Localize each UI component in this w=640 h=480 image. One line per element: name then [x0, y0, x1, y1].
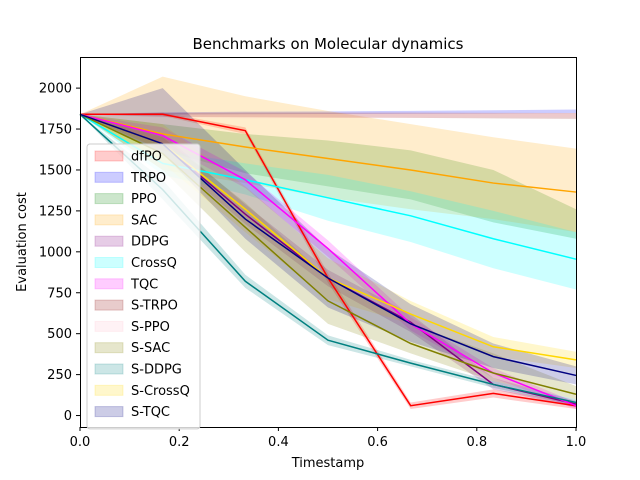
legend-label-crossq: CrossQ	[131, 256, 177, 271]
legend-swatch-s-ppo	[94, 320, 124, 332]
x-tick-label: 0.0	[70, 435, 91, 450]
y-axis-label: Evaluation cost	[15, 192, 30, 292]
legend-label-s-ppo: S-PPO	[131, 320, 170, 335]
legend-swatch-dfpo	[94, 150, 124, 162]
x-tick-label: 0.4	[268, 435, 289, 450]
band-s-trpo	[80, 112, 576, 119]
legend-label-s-crossq: S-CrossQ	[131, 384, 190, 399]
legend-swatch-s-crossq	[94, 384, 124, 396]
band-sac	[80, 76, 576, 233]
legend-label-ddpg: DDPG	[131, 235, 169, 250]
y-tick-label: 1250	[39, 204, 72, 219]
y-axis: 0 250 500 750 1000 1250 1500 1750 2000	[39, 82, 80, 424]
legend-label-dfpo: dfPO	[131, 150, 162, 165]
legend-label-s-ddpg: S-DDPG	[131, 363, 182, 378]
plot-frame	[80, 57, 577, 428]
legend-swatch-ppo	[94, 193, 124, 205]
legend-label-s-tqc: S-TQC	[131, 405, 170, 420]
legend-swatch-s-ddpg	[94, 363, 124, 375]
legend-swatch-trpo	[94, 171, 124, 183]
confidence-bands	[80, 76, 576, 409]
x-axis: 0.0 0.2 0.4 0.6 0.8 1.0	[70, 427, 587, 450]
legend-label-sac: SAC	[131, 213, 157, 228]
x-tick-label: 1.0	[566, 435, 587, 450]
band-s-crossq	[80, 114, 576, 369]
x-tick-label: 0.2	[169, 435, 190, 450]
legend-label-trpo: TRPO	[130, 171, 166, 186]
legend-swatch-s-tqc	[94, 406, 124, 418]
band-trpo	[80, 109, 576, 115]
legend-swatch-sac	[94, 214, 124, 226]
y-tick-label: 750	[47, 286, 72, 301]
band-s-tqc	[80, 88, 576, 385]
legend-box	[86, 143, 201, 430]
y-tick-label: 1000	[39, 245, 72, 260]
y-tick-label: 1500	[39, 163, 72, 178]
y-tick-label: 2000	[39, 82, 72, 97]
legend-swatch-s-trpo	[94, 299, 124, 311]
x-axis-label: Timestamp	[291, 456, 365, 471]
band-s-sac	[80, 114, 576, 400]
band-ppo	[80, 114, 576, 239]
line-sac	[79, 113, 577, 193]
legend-swatch-crossq	[94, 257, 124, 268]
band-s-ppo	[80, 112, 576, 119]
legend-label-ppo: PPO	[131, 192, 157, 207]
band-ddpg	[80, 114, 576, 408]
legend: dfPO TRPO PPO SAC DDPG CrossQ TQC S-TRPO S-PPO S-…	[86, 143, 201, 430]
y-tick-label: 0	[64, 409, 72, 424]
y-tick-label: 250	[47, 368, 72, 383]
y-tick-label: 1750	[39, 123, 72, 138]
legend-swatch-tqc	[94, 278, 124, 290]
x-tick-label: 0.8	[466, 435, 487, 450]
x-tick-label: 0.6	[367, 435, 388, 450]
legend-label-s-trpo: S-TRPO	[131, 299, 178, 314]
legend-label-s-sac: S-SAC	[131, 341, 170, 356]
y-tick-label: 500	[47, 327, 72, 342]
legend-label-tqc: TQC	[130, 277, 158, 292]
legend-swatch-ddpg	[94, 235, 124, 247]
legend-swatch-s-sac	[94, 342, 124, 354]
plot-area	[79, 76, 577, 409]
chart-title: Benchmarks on Molecular dynamics	[193, 35, 464, 53]
